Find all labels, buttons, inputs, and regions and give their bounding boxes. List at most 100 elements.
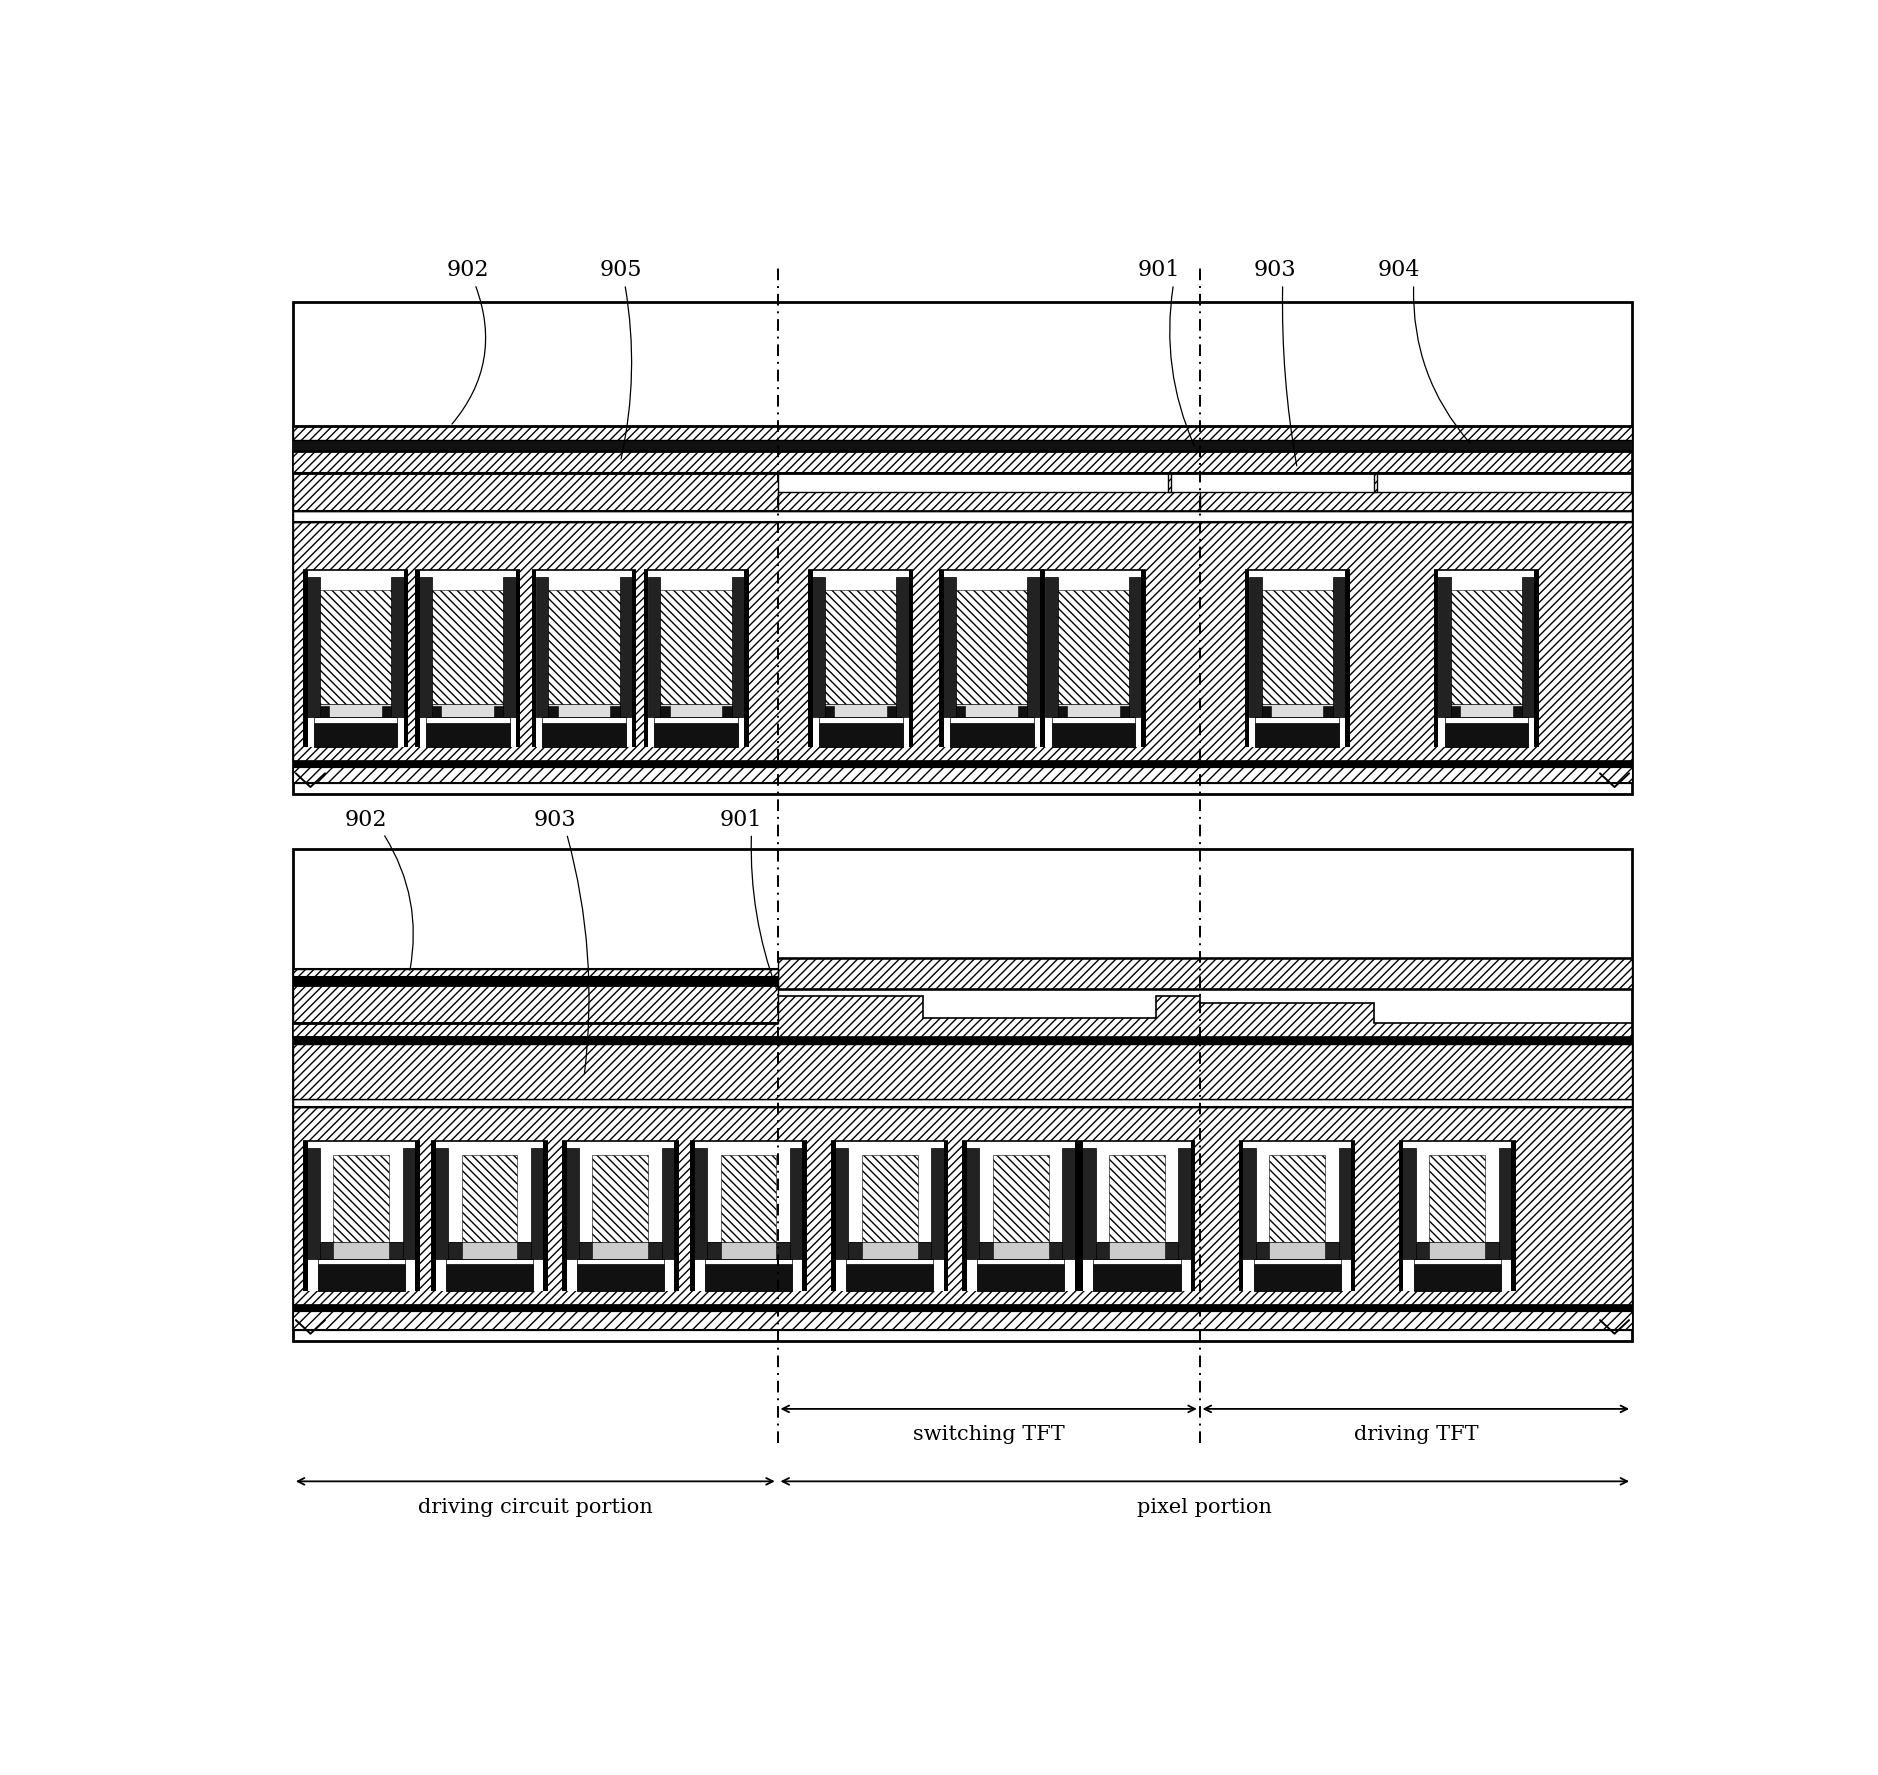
Bar [1040, 570, 1046, 747]
Bar [1082, 1148, 1095, 1258]
Bar [426, 706, 441, 717]
Bar [432, 1141, 436, 1292]
Bar [592, 1156, 648, 1242]
Bar [648, 577, 661, 717]
Bar [1399, 1141, 1516, 1292]
Bar [314, 591, 398, 703]
Bar [293, 472, 777, 511]
Bar [562, 1141, 567, 1292]
Bar [293, 1037, 1632, 1044]
Bar [813, 577, 824, 717]
Bar [432, 1141, 548, 1292]
Text: 905: 905 [599, 259, 642, 280]
Bar [802, 1141, 808, 1292]
Bar [293, 1305, 1632, 1310]
Bar [1435, 570, 1439, 747]
Bar [314, 706, 329, 717]
Bar [808, 570, 913, 747]
Bar [721, 1156, 776, 1242]
Bar [1414, 1264, 1501, 1292]
Bar [648, 1242, 665, 1258]
Bar [293, 440, 1632, 451]
Bar [1324, 706, 1339, 717]
Bar [314, 717, 398, 722]
Bar [317, 1264, 406, 1292]
Bar [516, 570, 520, 747]
Bar [293, 302, 1632, 793]
Bar [661, 1148, 676, 1258]
Bar [1080, 1141, 1196, 1292]
Bar [1435, 570, 1538, 747]
Text: pixel portion: pixel portion [1138, 1498, 1271, 1518]
Bar [950, 591, 1033, 703]
Bar [896, 577, 909, 717]
Bar [791, 1148, 804, 1258]
Bar [1052, 717, 1136, 722]
Bar [704, 1258, 793, 1264]
Bar [1512, 1141, 1516, 1292]
Text: 901: 901 [719, 809, 762, 831]
Bar [704, 1242, 721, 1258]
Bar [1249, 577, 1262, 717]
Bar [415, 570, 419, 747]
Bar [1239, 1141, 1356, 1292]
Bar [950, 703, 1033, 717]
Bar [543, 722, 625, 747]
Bar [317, 1242, 334, 1258]
Text: 902: 902 [344, 809, 387, 831]
Bar [977, 1264, 1065, 1292]
Bar [1255, 706, 1271, 717]
Bar [293, 451, 1632, 472]
Bar [963, 1141, 967, 1292]
Bar [1270, 1156, 1326, 1242]
Bar [644, 570, 648, 747]
Bar [1040, 570, 1146, 747]
Bar [1048, 1242, 1065, 1258]
Bar [1333, 577, 1345, 717]
Bar [1040, 570, 1044, 747]
Bar [426, 717, 509, 722]
Bar [543, 591, 625, 703]
Bar [404, 570, 408, 747]
Bar [317, 1242, 406, 1258]
Bar [1239, 1141, 1243, 1292]
Bar [644, 570, 749, 747]
Bar [389, 1242, 406, 1258]
Bar [577, 1242, 592, 1258]
Bar [654, 722, 738, 747]
Text: switching TFT: switching TFT [913, 1425, 1065, 1445]
Bar [445, 1242, 462, 1258]
Text: 904: 904 [1378, 259, 1420, 280]
Bar [293, 1310, 1632, 1329]
Bar [293, 1099, 1632, 1108]
Bar [819, 717, 903, 722]
Bar [918, 1242, 933, 1258]
Bar [1485, 1242, 1501, 1258]
Text: 903: 903 [1255, 259, 1296, 280]
Bar [1350, 1141, 1356, 1292]
Bar [531, 570, 535, 747]
Bar [426, 703, 509, 717]
Bar [732, 577, 744, 717]
Bar [1110, 1156, 1164, 1242]
Bar [777, 492, 1200, 511]
Bar [691, 1141, 808, 1292]
Bar [1093, 1242, 1110, 1258]
Bar [543, 717, 625, 722]
Bar [415, 570, 520, 747]
Bar [543, 703, 625, 717]
Bar [293, 1108, 1632, 1305]
Bar [943, 577, 956, 717]
Bar [1499, 1148, 1512, 1258]
Bar [302, 1141, 308, 1292]
Bar [1052, 703, 1136, 717]
Text: 901: 901 [1138, 259, 1179, 280]
Bar [909, 570, 913, 747]
Bar [723, 706, 738, 717]
Bar [293, 985, 777, 1024]
Text: driving TFT: driving TFT [1354, 1425, 1478, 1445]
Bar [939, 570, 1044, 747]
Bar [847, 1242, 862, 1258]
Bar [1093, 1258, 1181, 1264]
Bar [1521, 577, 1534, 717]
